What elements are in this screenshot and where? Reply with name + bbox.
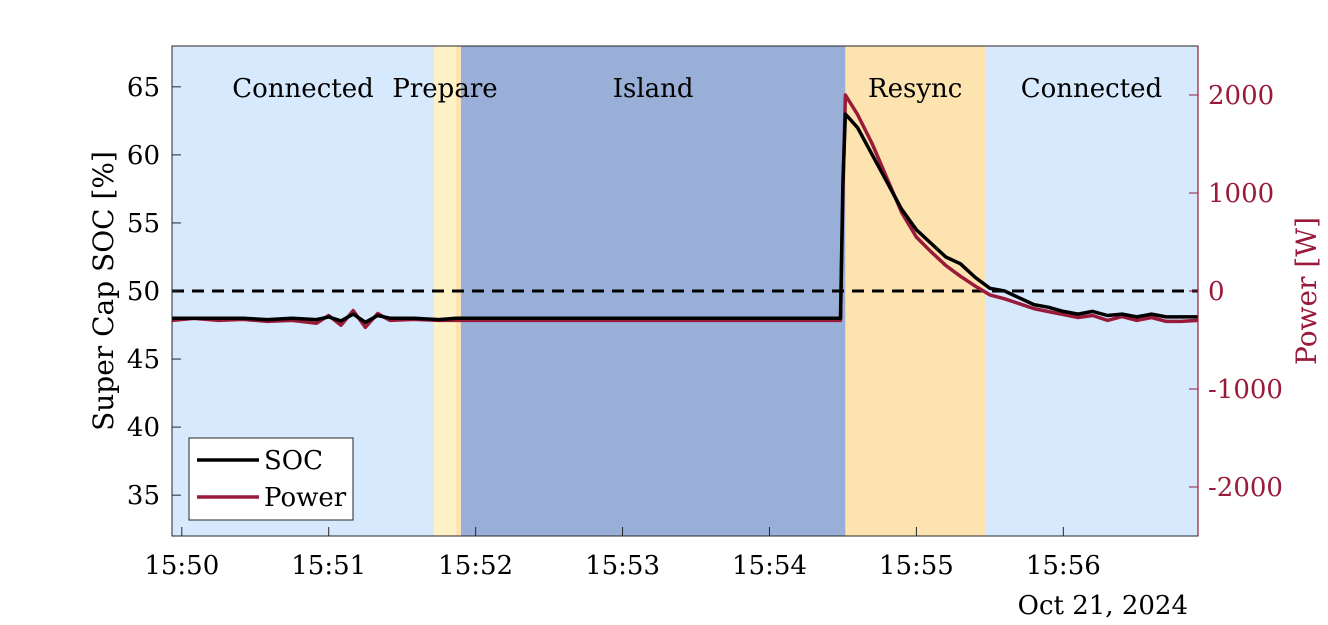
x-axis-ticks: 15:50 15:51 15:52 15:53 15:54 15:55 15:56: [144, 527, 1101, 581]
phase-label: Connected: [1021, 74, 1162, 104]
series-line-soc: [172, 112, 1198, 325]
left-tick-label: 50: [127, 277, 160, 307]
right-tick-label: 1000: [1208, 179, 1274, 209]
left-axis-label: Super Cap SOC [%]: [87, 151, 120, 431]
right-tick-label: 2000: [1208, 81, 1274, 111]
x-tick-label: 15:54: [732, 551, 807, 581]
legend-label-power: Power: [264, 483, 347, 513]
legend-label-soc: SOC: [264, 446, 323, 476]
x-tick-label: 15:52: [438, 551, 513, 581]
phase-label: Prepare: [392, 74, 497, 104]
left-tick-label: 65: [127, 73, 160, 103]
phase-label: Resync: [868, 74, 962, 104]
right-axis-ticks: -2000 -1000 0 1000 2000: [1189, 81, 1283, 503]
left-axis-ticks: 35 40 45 50 55 60 65: [127, 73, 181, 511]
x-tick-label: 15:50: [144, 551, 219, 581]
legend: SOC Power: [188, 437, 354, 521]
right-tick-label: -2000: [1208, 473, 1283, 503]
left-tick-label: 35: [127, 481, 160, 511]
right-axis-label: Power [W]: [1290, 217, 1323, 365]
phase-label: Island: [613, 74, 694, 104]
legend-box: [188, 437, 354, 521]
left-tick-label: 40: [127, 413, 160, 443]
x-tick-label: 15:56: [1026, 551, 1101, 581]
x-secondary-label: Oct 21, 2024: [1018, 591, 1188, 621]
right-tick-label: -1000: [1208, 375, 1283, 405]
phase-band: [434, 46, 457, 536]
phase-label: Connected: [232, 74, 373, 104]
right-tick-label: 0: [1208, 277, 1225, 307]
x-tick-label: 15:53: [585, 551, 660, 581]
series-lines: [171, 93, 1199, 330]
left-tick-label: 55: [127, 209, 160, 239]
left-tick-label: 45: [127, 345, 160, 375]
x-tick-label: 15:55: [879, 551, 954, 581]
phase-labels: Connected Prepare Island Resync Connected: [232, 74, 1162, 104]
left-tick-label: 60: [127, 141, 160, 171]
x-tick-label: 15:51: [291, 551, 366, 581]
